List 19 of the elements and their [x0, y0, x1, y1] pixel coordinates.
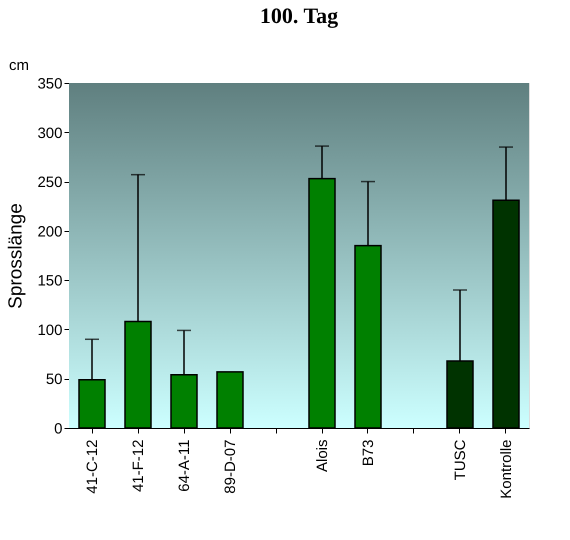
y-tick-label: 50: [46, 371, 62, 388]
x-tick-label: TUSC: [452, 439, 469, 480]
y-tick-label: 200: [37, 223, 62, 240]
x-tick-label: 41-F-12: [130, 440, 147, 492]
y-tick-label: 300: [37, 124, 62, 142]
y-tick-label: 150: [37, 272, 62, 290]
y-tick-label: 250: [37, 174, 62, 192]
y-axis-title: Sprosslänge: [5, 203, 26, 309]
x-tick-label: 64-A-11: [176, 440, 193, 492]
y-tick-label: 100: [37, 322, 62, 339]
x-tick-label: Kontrolle: [498, 440, 515, 499]
x-tick-label: 89-D-07: [222, 440, 239, 494]
x-tick-label: 41-C-12: [84, 440, 101, 494]
x-tick-label: B73: [360, 440, 377, 466]
x-tick-label: Alois: [314, 440, 331, 472]
text: cm: [9, 57, 29, 74]
y-tick-label: 0: [54, 420, 62, 438]
chart-title: 100. Tag: [260, 3, 338, 28]
y-tick-label: 350: [37, 76, 62, 92]
